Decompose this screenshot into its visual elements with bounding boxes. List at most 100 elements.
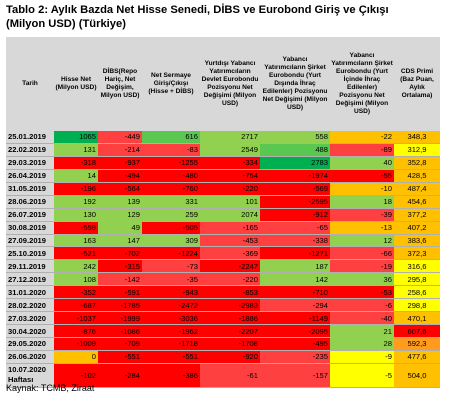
net-cell: -1962 bbox=[142, 324, 200, 338]
table-row: 10.07.2020 Haftası -102 -284 -386 -61 -157 -5 5… bbox=[6, 363, 440, 388]
dibs-cell: -284 bbox=[98, 363, 142, 388]
date-cell: 26.06.2020 bbox=[6, 350, 54, 364]
sirket_yi-cell: -89 bbox=[330, 143, 394, 157]
table-row: 31.01.2020 -352 -591 -943 -853 -710 -53 258,6 bbox=[6, 285, 440, 300]
hisse-cell: 131 bbox=[54, 143, 98, 157]
date-cell: 25.10.2019 bbox=[6, 246, 54, 261]
header-dibs: DİBS(Repo Hariç, Net Değişim, Milyon USD… bbox=[100, 68, 140, 99]
net-cell: -505 bbox=[142, 221, 200, 235]
sirket_yi-cell: -22 bbox=[330, 131, 394, 144]
date-cell: 27.09.2019 bbox=[6, 234, 54, 248]
net-cell: 309 bbox=[142, 234, 200, 248]
dibs-cell: -551 bbox=[98, 350, 142, 364]
devlet-cell: -220 bbox=[200, 182, 260, 196]
sirket_yi-cell: -40 bbox=[330, 311, 394, 326]
sirket_yi-cell: -53 bbox=[330, 285, 394, 300]
sirket_yd-cell: -2095 bbox=[260, 324, 330, 338]
table-row: 28.02.2020 -687 -1785 -2472 -2983 -294 -6 298,8 bbox=[6, 298, 440, 313]
cds-cell: 312,9 bbox=[394, 143, 440, 157]
sirket_yd-cell: -569 bbox=[260, 182, 330, 196]
devlet-cell: 101 bbox=[200, 195, 260, 209]
devlet-cell: -853 bbox=[200, 285, 260, 300]
header-sirket-yurtdisi: Yabancı Yatırımcıların Şirket Eurobondu … bbox=[262, 56, 328, 111]
net-cell: -480 bbox=[142, 169, 200, 183]
dibs-cell: -591 bbox=[98, 285, 142, 300]
dibs-cell: -315 bbox=[98, 259, 142, 274]
sirket_yi-cell: 36 bbox=[330, 272, 394, 287]
date-cell: 29.05.2020 bbox=[6, 337, 54, 351]
date-cell: 27.03.2020 bbox=[6, 311, 54, 326]
data-table: 25.01.2019 1065 -449 616 2717 558 -22 348,3 22.0… bbox=[6, 131, 440, 388]
header-cds: CDS Primi (Baz Puan, Aylık Ortalama) bbox=[400, 68, 434, 99]
sirket_yd-cell: -710 bbox=[260, 285, 330, 300]
header-devlet-eurobond: Yurtdışı Yabancı Yatırımcıların Devlet E… bbox=[201, 60, 259, 107]
hisse-cell: 192 bbox=[54, 195, 98, 209]
table-row: 31.05.2019 -196 -564 -760 -220 -569 -10 487,4 bbox=[6, 182, 440, 196]
cds-cell: 258,6 bbox=[394, 285, 440, 300]
sirket_yd-cell: -65 bbox=[260, 221, 330, 235]
cds-cell: 372,3 bbox=[394, 246, 440, 261]
date-cell: 29.03.2019 bbox=[6, 156, 54, 170]
devlet-cell: 2074 bbox=[200, 208, 260, 222]
header-net-sermaye: Net Sermaye Giriş/Çıkışı (Hisse + DİBS) bbox=[148, 72, 194, 95]
sirket_yi-cell: -5 bbox=[330, 363, 394, 388]
header-sirket-yurtici: Yabancı Yatırımcıların Şirket Eurobondu … bbox=[331, 52, 393, 115]
dibs-cell: -564 bbox=[98, 182, 142, 196]
sirket_yd-cell: -1974 bbox=[260, 169, 330, 183]
date-cell: 30.08.2019 bbox=[6, 221, 54, 235]
sirket_yd-cell: 558 bbox=[260, 131, 330, 144]
table-row: 28.06.2019 192 139 331 101 -2595 18 454,6 bbox=[6, 195, 440, 209]
table-row: 26.04.2019 14 -494 -480 -754 -1974 -55 428,5 bbox=[6, 169, 440, 183]
table-row: 29.05.2020 -1009 -709 -1718 -1708 -495 28 592,3 bbox=[6, 337, 440, 351]
devlet-cell: -1886 bbox=[200, 311, 260, 326]
dibs-cell: -142 bbox=[98, 272, 142, 287]
devlet-cell: -2207 bbox=[200, 324, 260, 338]
net-cell: 616 bbox=[142, 131, 200, 144]
dibs-cell: 147 bbox=[98, 234, 142, 248]
date-cell: 22.02.2019 bbox=[6, 143, 54, 157]
hisse-cell: 0 bbox=[54, 350, 98, 364]
cds-cell: 348,3 bbox=[394, 131, 440, 144]
hisse-cell: -1009 bbox=[54, 337, 98, 351]
net-cell: 259 bbox=[142, 208, 200, 222]
sirket_yd-cell: -235 bbox=[260, 350, 330, 364]
devlet-cell: 2717 bbox=[200, 131, 260, 144]
hisse-cell: -318 bbox=[54, 156, 98, 170]
hisse-cell: -521 bbox=[54, 246, 98, 261]
devlet-cell: -165 bbox=[200, 221, 260, 235]
hisse-cell: -559 bbox=[54, 221, 98, 235]
hisse-cell: -102 bbox=[54, 363, 98, 388]
sirket_yd-cell: -294 bbox=[260, 298, 330, 313]
cds-cell: 383,6 bbox=[394, 234, 440, 248]
cds-cell: 377,2 bbox=[394, 208, 440, 222]
hisse-cell: 14 bbox=[54, 169, 98, 183]
devlet-cell: 2549 bbox=[200, 143, 260, 157]
net-cell: -1255 bbox=[142, 156, 200, 170]
sirket_yi-cell: 40 bbox=[330, 156, 394, 170]
sirket_yd-cell: 488 bbox=[260, 143, 330, 157]
cds-cell: 316,6 bbox=[394, 259, 440, 274]
hisse-cell: 1065 bbox=[54, 131, 98, 144]
sirket_yi-cell: 21 bbox=[330, 324, 394, 338]
net-cell: -83 bbox=[142, 143, 200, 157]
hisse-cell: 242 bbox=[54, 259, 98, 274]
sirket_yd-cell: 2783 bbox=[260, 156, 330, 170]
cds-cell: 454,6 bbox=[394, 195, 440, 209]
cds-cell: 470,1 bbox=[394, 311, 440, 326]
header-date: Tarih bbox=[22, 80, 38, 87]
sirket_yi-cell: -66 bbox=[330, 246, 394, 261]
cds-cell: 428,5 bbox=[394, 169, 440, 183]
dibs-cell: 129 bbox=[98, 208, 142, 222]
hisse-cell: -196 bbox=[54, 182, 98, 196]
devlet-cell: -920 bbox=[200, 350, 260, 364]
date-cell: 29.11.2019 bbox=[6, 259, 54, 274]
cds-cell: 592,3 bbox=[394, 337, 440, 351]
date-cell: 28.06.2019 bbox=[6, 195, 54, 209]
cds-cell: 352,8 bbox=[394, 156, 440, 170]
dibs-cell: 139 bbox=[98, 195, 142, 209]
net-cell: -386 bbox=[142, 363, 200, 388]
net-cell: 331 bbox=[142, 195, 200, 209]
net-cell: -35 bbox=[142, 272, 200, 287]
devlet-cell: -754 bbox=[200, 169, 260, 183]
hisse-cell: -1037 bbox=[54, 311, 98, 326]
